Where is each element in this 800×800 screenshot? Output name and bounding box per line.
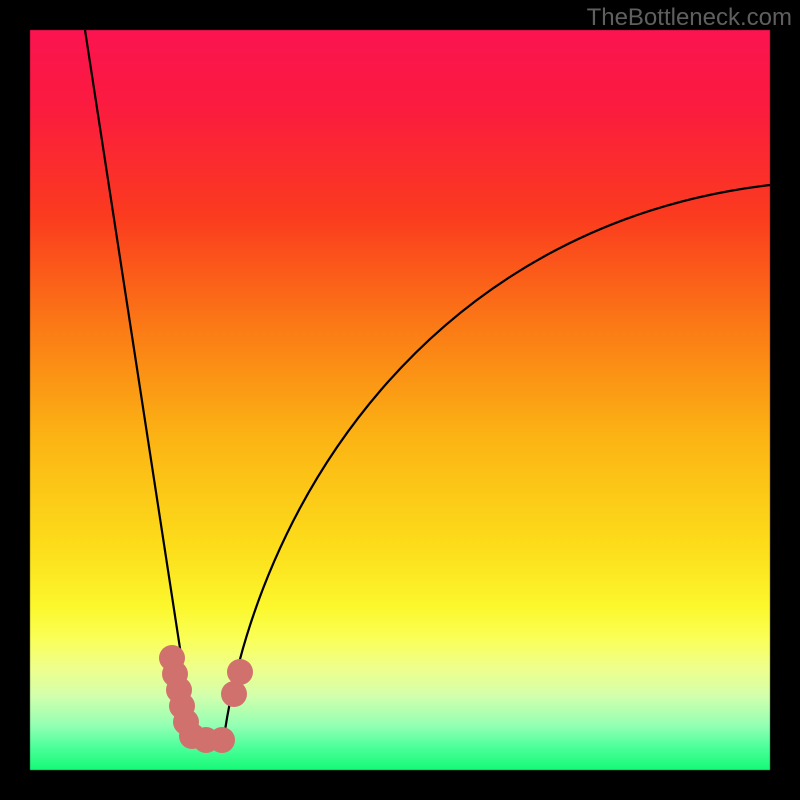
chart-stage: TheBottleneck.com (0, 0, 800, 800)
gradient-background (0, 0, 800, 800)
